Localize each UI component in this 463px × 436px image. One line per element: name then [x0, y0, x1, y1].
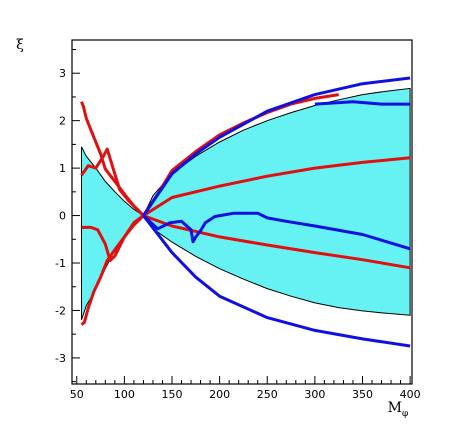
x-tick-label: 250 — [257, 388, 278, 401]
y-tick-label: -3 — [55, 352, 66, 365]
series-line-red-4 — [81, 214, 145, 263]
series-line-red-5 — [142, 156, 411, 217]
x-axis-label: Mφ — [388, 400, 409, 419]
y-tick-label: -1 — [55, 257, 66, 270]
axes-frame — [71, 39, 413, 385]
series-line-blue-11 — [314, 100, 411, 106]
x-tick-label: 200 — [209, 388, 230, 401]
x-axis: 50 100 150 200 250 300 350 400 — [70, 376, 421, 401]
y-tick-label: 0 — [59, 210, 66, 223]
series-line-blue-9 — [142, 214, 411, 348]
series-line-red-6 — [142, 214, 411, 270]
y-axis: -3 -2 -1 0 1 2 3 — [55, 48, 80, 383]
y-axis-label: ξ — [16, 37, 24, 53]
x-tick-label: 300 — [304, 388, 325, 401]
y-tick-label: -2 — [55, 304, 66, 317]
series-line-red-3 — [80, 147, 145, 217]
series-line-blue-8 — [142, 76, 411, 217]
x-tick-label: 400 — [400, 388, 421, 401]
x-tick-label: 350 — [352, 388, 373, 401]
x-tick-label: 100 — [114, 388, 135, 401]
series-line-blue-10 — [142, 211, 411, 251]
plot-area — [71, 39, 413, 385]
y-tick-label: 2 — [59, 115, 66, 128]
x-tick-label: 150 — [162, 388, 183, 401]
y-tick-label: 3 — [59, 67, 66, 80]
x-tick-label: 50 — [70, 388, 84, 401]
series-layer — [80, 76, 411, 348]
y-tick-label: 1 — [59, 162, 66, 175]
x-axis-label-subscript: φ — [402, 409, 408, 419]
